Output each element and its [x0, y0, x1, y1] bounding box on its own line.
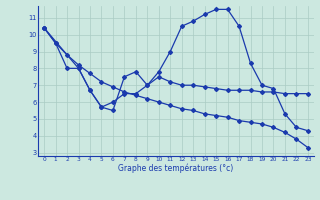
X-axis label: Graphe des températures (°c): Graphe des températures (°c) — [118, 164, 234, 173]
